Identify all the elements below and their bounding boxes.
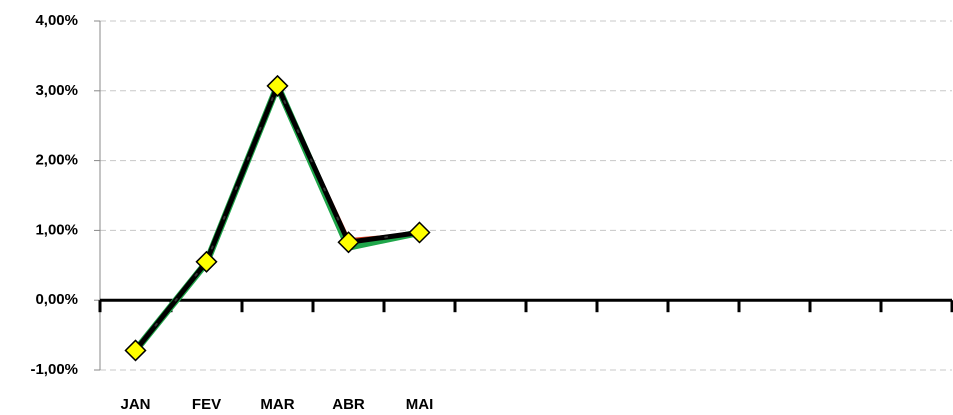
y-tick-label: -1,00%: [30, 361, 78, 378]
series-line: [132, 82, 421, 353]
marker: [337, 231, 360, 254]
x-tick-label: JAN: [120, 396, 150, 413]
x-tick-label: MAI: [406, 396, 434, 413]
marker: [124, 339, 147, 362]
x-tick-label: FEV: [192, 396, 221, 413]
x-tick-label: ABR: [332, 396, 365, 413]
marker: [195, 250, 218, 273]
series-line: [133, 83, 420, 353]
y-tick-label: 0,00%: [35, 291, 78, 308]
x-tick-label: MAR: [260, 396, 294, 413]
series-dots: [134, 83, 421, 352]
marker: [408, 221, 431, 244]
y-tick-label: 1,00%: [35, 221, 78, 238]
y-tick-label: 3,00%: [35, 82, 78, 99]
y-tick-label: 2,00%: [35, 152, 78, 169]
y-tick-label: 4,00%: [35, 12, 78, 29]
series-line: [133, 85, 420, 352]
marker: [266, 74, 289, 97]
